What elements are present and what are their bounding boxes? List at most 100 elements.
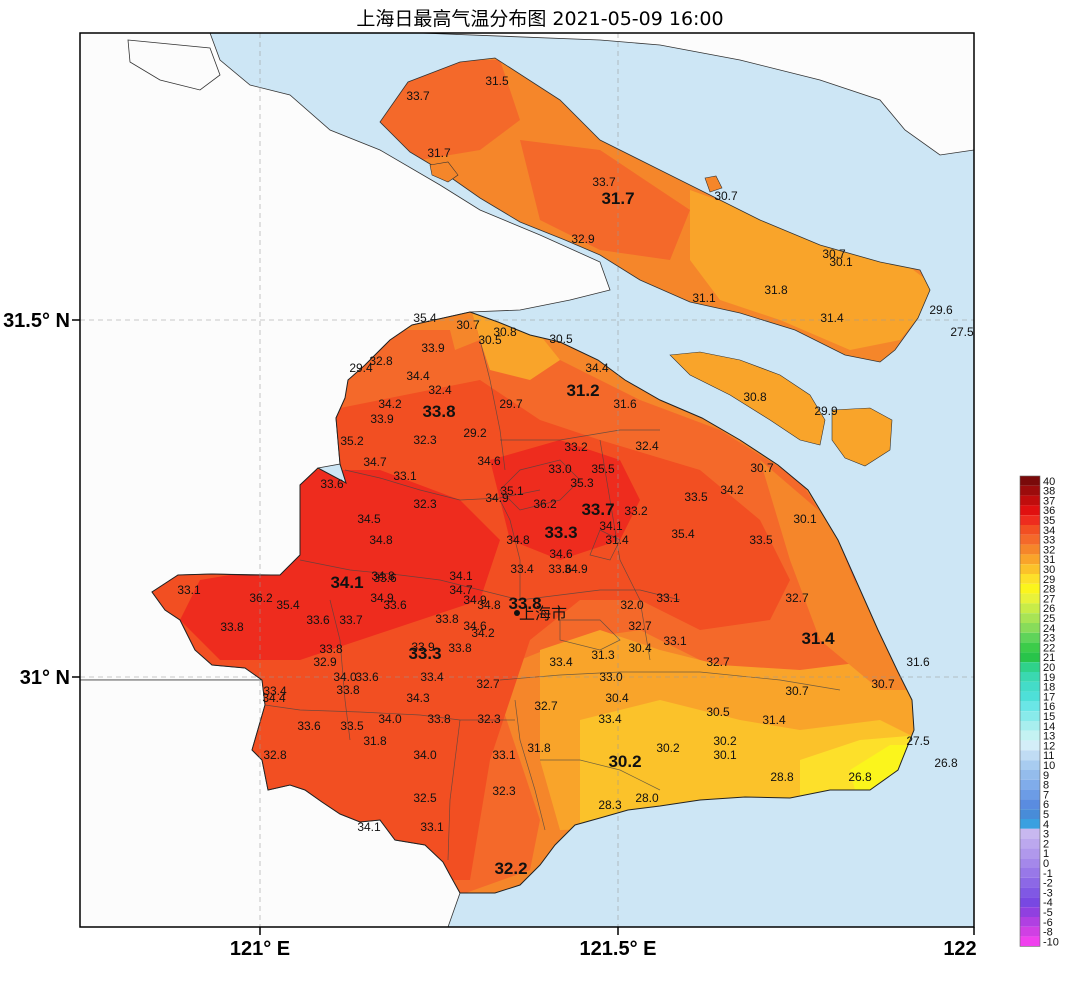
legend-label: 23 (1043, 633, 1055, 645)
legend-label: 19 (1043, 672, 1055, 684)
legend-label: 21 (1043, 652, 1055, 664)
station-value: 26.8 (934, 756, 958, 770)
legend-swatch (1020, 936, 1040, 947)
legend-label: 18 (1043, 682, 1055, 694)
station-value-highlight: 32.2 (494, 859, 527, 878)
station-value: 33.4 (549, 655, 573, 669)
legend-label: -10 (1043, 936, 1059, 948)
station-value: 32.9 (313, 655, 337, 669)
station-value: 35.1 (500, 484, 524, 498)
legend-swatch (1020, 730, 1040, 741)
station-value: 34.3 (406, 691, 430, 705)
station-value: 33.9 (411, 640, 435, 654)
station-value: 33.6 (320, 477, 344, 491)
legend-border (1019, 475, 1041, 947)
legend-label: 15 (1043, 711, 1055, 723)
station-value: 34.9 (485, 491, 509, 505)
changxing-island (669, 351, 826, 446)
map-title: 上海日最高气温分布图 2021-05-09 16:00 (356, 8, 724, 30)
station-value: 32.3 (492, 784, 516, 798)
legend-label: -2 (1043, 878, 1053, 890)
station-value: 33.2 (564, 440, 588, 454)
station-value: 33.7 (339, 613, 363, 627)
station-value: 33.4 (263, 684, 287, 698)
legend-swatch (1020, 613, 1040, 623)
station-value-highlight: 30.2 (608, 752, 641, 771)
legend-swatch (1020, 593, 1040, 604)
station-value: 33.0 (548, 462, 572, 476)
station-value: 34.5 (357, 512, 381, 526)
legend-label: 1 (1043, 848, 1049, 860)
legend-label: 14 (1043, 721, 1055, 733)
station-value: 30.5 (706, 705, 730, 719)
station-value: 34.6 (463, 619, 487, 633)
station-value: 33.5 (684, 490, 708, 504)
station-value: 30.7 (822, 247, 846, 261)
legend-label: 28 (1043, 584, 1055, 596)
station-value-highlight: 33.8 (508, 594, 541, 613)
station-value: 33.6 (306, 613, 330, 627)
station-value: 35.5 (591, 462, 615, 476)
station-value: 29.7 (499, 397, 523, 411)
legend-label: 16 (1043, 701, 1055, 713)
station-value: 34.9 (463, 593, 487, 607)
station-value: 34.8 (369, 533, 393, 547)
legend-swatch (1020, 907, 1040, 917)
legend-swatch (1020, 858, 1040, 868)
legend-swatch (1020, 789, 1040, 800)
station-value: 30.1 (829, 255, 853, 269)
lat-label-31-5: 31.5° N (3, 310, 70, 332)
station-value: 32.5 (413, 791, 437, 805)
station-value: 33.9 (370, 412, 394, 426)
legend-swatch (1020, 770, 1040, 780)
legend-label: 4 (1043, 819, 1049, 831)
map-frame (79, 32, 975, 928)
station-value: 30.7 (785, 684, 809, 698)
legend-swatch (1020, 564, 1040, 574)
legend-label: 22 (1043, 642, 1055, 654)
station-value: 35.3 (570, 476, 594, 490)
legend-label: 17 (1043, 691, 1055, 703)
station-value: 31.4 (605, 533, 629, 547)
station-value: 32.3 (413, 433, 437, 447)
legend-label: -8 (1043, 927, 1053, 939)
station-value: 32.3 (413, 497, 437, 511)
station-value: 35.4 (413, 311, 437, 325)
station-value: 33.4 (598, 712, 622, 726)
legend-label: 36 (1043, 505, 1055, 517)
station-value: 33.1 (492, 748, 516, 762)
city-marker: 上海市 (514, 604, 567, 623)
station-value: 31.8 (764, 283, 788, 297)
station-value: 32.3 (477, 712, 501, 726)
legend-swatch (1020, 868, 1040, 878)
lon-label-121: 121° E (230, 938, 290, 960)
land-northeast (419, 33, 974, 156)
legend-swatch (1020, 848, 1040, 859)
legend-swatch (1020, 632, 1040, 643)
station-value: 33.8 (448, 641, 472, 655)
legend-label: 12 (1043, 740, 1055, 752)
station-value: 31.6 (906, 655, 930, 669)
station-value: 30.1 (793, 512, 817, 526)
legend-swatch (1020, 701, 1040, 712)
legend-swatch (1020, 691, 1040, 702)
station-value: 28.8 (770, 770, 794, 784)
station-value: 31.4 (762, 713, 786, 727)
station-value: 32.4 (635, 439, 659, 453)
station-value: 30.4 (605, 691, 629, 705)
station-value: 34.4 (262, 691, 286, 705)
legend-swatch (1020, 760, 1040, 770)
station-value: 31.8 (363, 734, 387, 748)
legend-label: -3 (1043, 887, 1053, 899)
legend-label: 5 (1043, 809, 1049, 821)
legend-swatch (1020, 574, 1040, 584)
station-value: 31.7 (427, 146, 451, 160)
island-a (127, 39, 221, 91)
legend-swatch (1020, 877, 1040, 888)
station-value: 33.6 (297, 719, 321, 733)
legend-swatch (1020, 476, 1040, 486)
station-value: 32.7 (706, 655, 730, 669)
station-value: 29.4 (349, 361, 373, 375)
legend-label: 29 (1043, 574, 1055, 586)
